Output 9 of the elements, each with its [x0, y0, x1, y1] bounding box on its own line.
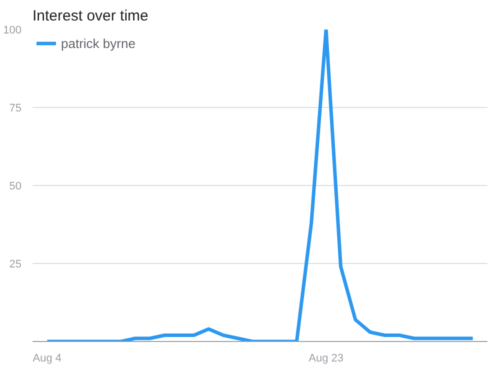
y-tick-label: 100: [3, 24, 22, 36]
y-tick-label: 50: [9, 180, 22, 192]
line-series: [45, 30, 475, 342]
x-tick-label: Aug 23: [308, 352, 344, 364]
y-tick-label: 25: [9, 258, 22, 270]
x-tick-label: Aug 4: [32, 352, 62, 364]
legend-label: patrick byrne: [61, 36, 136, 50]
y-tick-label: 75: [9, 102, 22, 114]
chart-title: Interest over time: [32, 8, 148, 24]
